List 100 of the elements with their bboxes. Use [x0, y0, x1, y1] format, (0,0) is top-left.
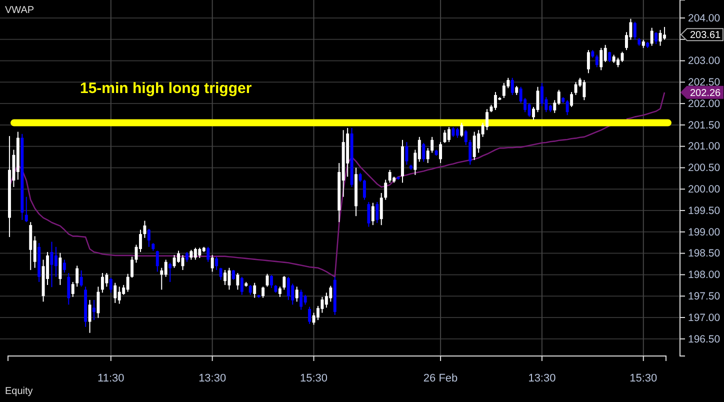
- candlestick: [600, 47, 603, 71]
- candlestick: [71, 281, 74, 298]
- candlestick: [100, 272, 104, 294]
- candlestick: [570, 91, 574, 108]
- candlestick: [604, 44, 607, 63]
- candlestick: [206, 246, 210, 262]
- x-tick-label: 15:30: [630, 372, 658, 385]
- candlestick: [566, 100, 569, 116]
- y-tick-label: 197.50: [688, 290, 720, 302]
- text: 203.61: [690, 30, 722, 42]
- candlestick: [198, 247, 202, 259]
- candlestick: [452, 126, 455, 138]
- candlestick: [215, 256, 218, 270]
- y-tick-label: 204.00: [688, 12, 720, 24]
- candlestick: [528, 102, 531, 118]
- candlestick: [304, 294, 307, 306]
- candlestick: [510, 77, 514, 96]
- candlestick: [126, 273, 130, 292]
- candlestick: [58, 252, 62, 286]
- candlestick: [92, 299, 96, 321]
- candlestick: [658, 29, 662, 46]
- y-tick-label: 198.00: [688, 269, 720, 282]
- x-tick-label: 13:30: [528, 372, 556, 385]
- y-tick-label: 196.50: [688, 333, 720, 346]
- text: VWAP: [5, 5, 34, 16]
- y-tick-label: 202.50: [688, 76, 720, 89]
- candlestick: [380, 192, 383, 226]
- candlestick: [422, 142, 426, 162]
- y-tick-label: 199.50: [688, 204, 720, 217]
- candlestick: [143, 220, 146, 238]
- candlestick: [320, 296, 324, 314]
- candlestick: [76, 265, 79, 288]
- candlestick: [426, 148, 430, 164]
- candlestick: [468, 139, 472, 166]
- candlestick: [464, 130, 468, 146]
- candlestick: [329, 285, 332, 302]
- candlestick: [67, 272, 70, 306]
- candlestick: [172, 254, 176, 268]
- candlestick: [62, 259, 66, 274]
- y-tick-label: 201.00: [688, 140, 720, 153]
- candlestick: [24, 196, 28, 223]
- candlestick: [439, 142, 442, 164]
- x-tick-label: 13:30: [198, 372, 226, 385]
- candlestick: [362, 179, 366, 200]
- candlestick: [194, 247, 197, 260]
- candlestick: [177, 250, 180, 264]
- candlestick: [262, 286, 265, 298]
- candlestick: [80, 270, 83, 288]
- candlestick: [295, 286, 298, 302]
- candlestick: [219, 267, 222, 280]
- candlestick: [388, 169, 392, 184]
- candlestick: [105, 272, 108, 288]
- candlestick: [232, 269, 235, 280]
- x-tick-label: 11:30: [98, 372, 124, 385]
- candlestick: [308, 306, 312, 324]
- candlestick: [654, 32, 658, 45]
- candlestick: [168, 262, 172, 282]
- candlestick: [114, 282, 117, 304]
- candlestick: [650, 27, 654, 46]
- candlestick: [286, 276, 290, 300]
- candlestick: [430, 136, 434, 154]
- candlestick: [472, 131, 476, 161]
- candlestick: [376, 201, 379, 224]
- candlestick: [118, 286, 121, 304]
- candlestick: [109, 277, 112, 294]
- candlestick: [371, 202, 374, 226]
- y-tick-label: 197.00: [688, 312, 720, 324]
- y-tick-label: 202.00: [688, 98, 720, 110]
- candlestick: [248, 284, 252, 296]
- candlestick: [282, 275, 286, 290]
- candlestick: [147, 228, 150, 248]
- y-tick-label: 198.50: [688, 248, 720, 260]
- candlestick: [224, 269, 226, 286]
- candlestick: [240, 276, 244, 296]
- candlestick: [448, 126, 450, 143]
- candlestick: [278, 286, 282, 298]
- candlestick: [96, 286, 100, 318]
- candlestick: [574, 82, 578, 96]
- candlestick: [236, 272, 240, 290]
- candlestick: [540, 82, 544, 107]
- candlestick: [54, 246, 58, 278]
- candlestick: [190, 249, 193, 260]
- candlestick: [270, 274, 273, 288]
- candlestick: [164, 259, 168, 278]
- candlestick: [586, 50, 590, 74]
- candlestick: [486, 108, 489, 131]
- candlestick: [88, 299, 92, 334]
- ref-line-label: 15-min high long trigger: [80, 80, 252, 97]
- candlestick: [185, 252, 188, 262]
- candlestick: [367, 201, 370, 228]
- candlestick: [595, 54, 598, 68]
- candlestick: [633, 21, 636, 40]
- candlestick: [663, 26, 666, 40]
- candlestick: [460, 122, 464, 138]
- candlestick: [253, 282, 256, 298]
- candlestick: [456, 127, 459, 138]
- candlestick: [130, 256, 134, 278]
- candlestick: [300, 289, 303, 310]
- y-tick-label: 201.50: [688, 119, 720, 132]
- candlestick: [616, 57, 620, 68]
